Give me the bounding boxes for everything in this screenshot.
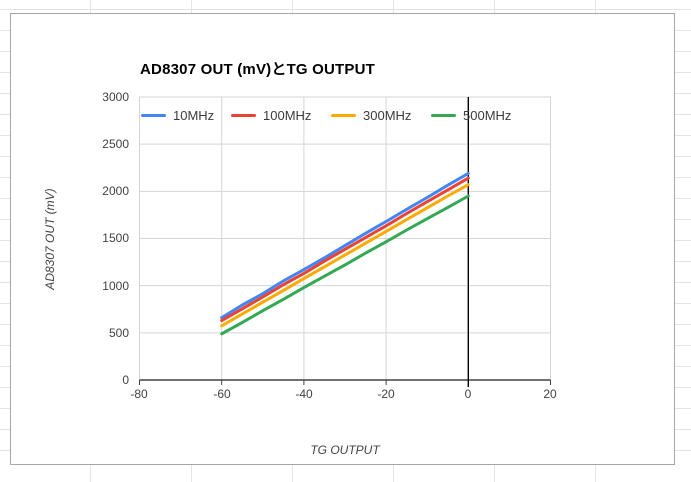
legend-line-swatch — [331, 113, 356, 117]
series-line-10MHz — [220, 171, 470, 320]
x-tick-label: 20 — [543, 387, 557, 401]
x-tick-label: -40 — [295, 387, 313, 401]
x-tick-label: 0 — [464, 387, 472, 401]
embedded-chart[interactable]: AD8307 OUT (mV)とTG OUTPUT AD8307 OUT (mV… — [10, 13, 675, 465]
x-tick-label: -20 — [377, 387, 395, 401]
series-line-500MHz — [220, 194, 470, 336]
y-tick-label: 500 — [108, 326, 129, 340]
x-tick-label: -60 — [213, 387, 231, 401]
y-tick-label: 3000 — [102, 90, 129, 104]
series-line-300MHz — [220, 183, 470, 328]
legend-label: 300MHz — [363, 107, 412, 123]
legend-label: 500MHz — [463, 107, 512, 123]
series-line-100MHz — [220, 176, 470, 323]
y-tick-label: 1500 — [102, 231, 129, 245]
chart-plot-area — [139, 96, 551, 387]
legend-item-100mhz: 100MHz — [231, 106, 311, 124]
legend-line-swatch — [431, 113, 456, 117]
legend-item-500mhz: 500MHz — [431, 106, 511, 124]
legend-label: 100MHz — [263, 107, 312, 123]
y-axis-title: AD8307 OUT (mV) — [43, 188, 57, 290]
legend-line-swatch — [141, 113, 166, 117]
x-axis-title: TG OUTPUT — [310, 443, 380, 457]
y-tick-label: 2500 — [102, 137, 129, 151]
legend-label: 10MHz — [173, 107, 215, 123]
chart-title: AD8307 OUT (mV)とTG OUTPUT — [140, 61, 376, 78]
y-tick-label: 1000 — [102, 279, 129, 293]
legend-item-300mhz: 300MHz — [331, 106, 411, 124]
y-tick-label: 2000 — [102, 184, 129, 198]
legend-line-swatch — [231, 113, 256, 117]
legend-item-10mhz: 10MHz — [141, 106, 214, 124]
y-tick-label: 0 — [122, 373, 129, 387]
chart-legend: 10MHz 100MHz 300MHz 500MHz — [11, 106, 676, 124]
x-tick-label: -80 — [130, 387, 148, 401]
